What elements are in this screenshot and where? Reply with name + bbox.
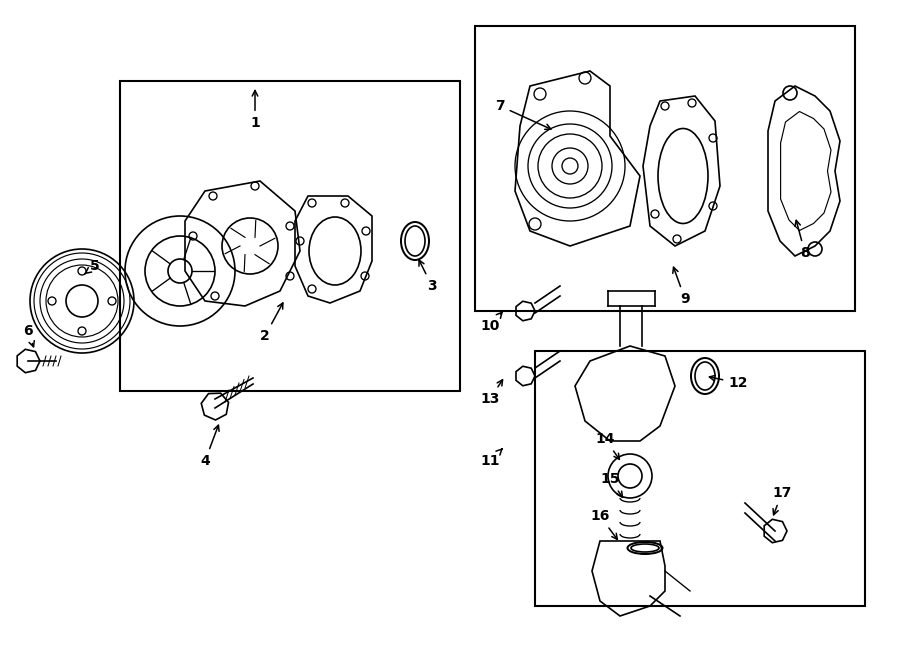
- Text: 5: 5: [85, 259, 100, 274]
- Text: 12: 12: [709, 375, 748, 390]
- Text: 13: 13: [481, 380, 502, 406]
- Text: 3: 3: [419, 260, 436, 293]
- Bar: [535, 351, 865, 606]
- Text: 6: 6: [23, 324, 34, 347]
- Text: 15: 15: [600, 472, 623, 497]
- Text: 14: 14: [595, 432, 619, 459]
- Text: 9: 9: [673, 267, 689, 306]
- Text: 1: 1: [250, 91, 260, 130]
- Text: 11: 11: [481, 449, 502, 468]
- Text: 17: 17: [772, 486, 792, 515]
- Bar: [120, 81, 460, 391]
- Text: 8: 8: [795, 220, 810, 260]
- Text: 10: 10: [481, 313, 502, 333]
- Text: 16: 16: [590, 509, 617, 539]
- Text: 2: 2: [260, 303, 283, 343]
- Text: 7: 7: [495, 99, 551, 130]
- Text: 4: 4: [200, 425, 219, 468]
- Bar: [475, 26, 855, 311]
